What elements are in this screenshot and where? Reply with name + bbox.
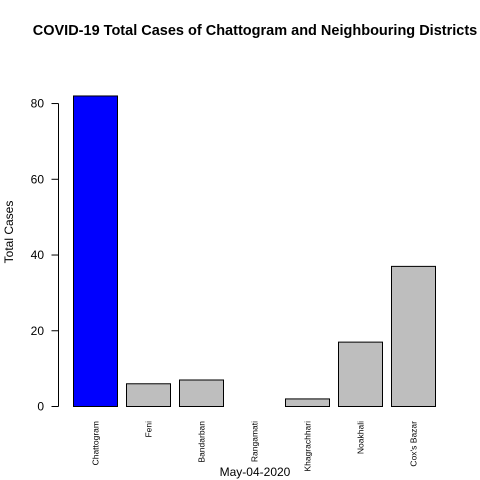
category-label: Feni bbox=[144, 421, 154, 438]
y-tick-label: 0 bbox=[37, 400, 44, 414]
category-labels: Chattogram Feni Bandarban Rangamati Khagrach… bbox=[91, 421, 419, 472]
bar-bandarban bbox=[179, 379, 224, 407]
bar-chattogram bbox=[73, 95, 118, 407]
category-label: Khagrachhari bbox=[303, 421, 313, 472]
bars bbox=[73, 95, 436, 408]
x-axis-label: May-04-2020 bbox=[220, 465, 291, 479]
category-label: Bandarban bbox=[197, 421, 207, 463]
category-label: Cox's Bazar bbox=[409, 421, 419, 467]
y-tick-label: 20 bbox=[31, 324, 45, 338]
category-label: Chattogram bbox=[91, 421, 101, 465]
y-tick-label: 60 bbox=[31, 172, 45, 186]
y-tick-label: 40 bbox=[31, 248, 45, 262]
category-label: Noakhali bbox=[356, 421, 366, 454]
bar-cox-s-bazar bbox=[391, 265, 436, 408]
chart-title: COVID-19 Total Cases of Chattogram and N… bbox=[33, 23, 477, 39]
bar-noakhali bbox=[338, 341, 383, 407]
bar-feni bbox=[126, 383, 171, 408]
y-axis-label: Total Cases bbox=[2, 201, 16, 264]
bar-khagrachhari bbox=[285, 398, 330, 407]
category-label: Rangamati bbox=[250, 421, 260, 462]
y-tick-label: 80 bbox=[31, 97, 45, 111]
y-axis: 0 20 40 60 80 bbox=[31, 97, 59, 414]
